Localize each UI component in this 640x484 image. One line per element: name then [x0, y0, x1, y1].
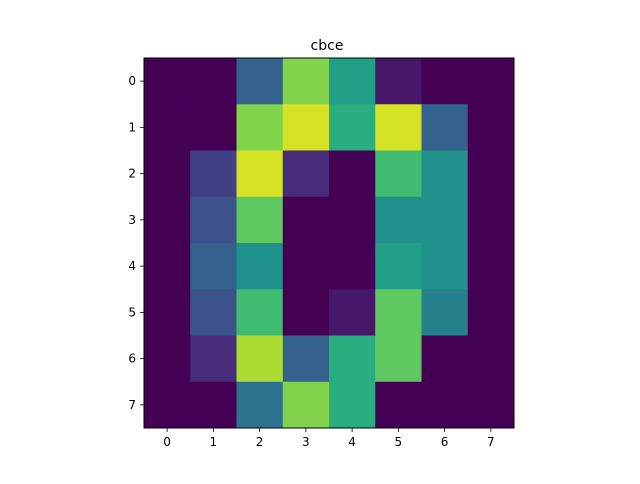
heatmap-cell [421, 58, 469, 105]
heatmap-cell [467, 104, 515, 151]
x-tick-label: 6 [441, 435, 449, 449]
heatmap-cell [329, 104, 376, 151]
heatmap-cell [282, 243, 330, 290]
x-tick-label: 2 [256, 435, 264, 449]
heatmap-cell [421, 150, 469, 198]
heatmap-cell [190, 243, 237, 290]
heatmap-cell [144, 196, 191, 244]
heatmap-cell [236, 104, 284, 151]
heatmap-cell [329, 58, 376, 105]
heatmap-cell [144, 150, 191, 198]
y-tick-label: 7 [128, 398, 136, 412]
heatmap-cell [282, 381, 330, 429]
heatmap-cell [190, 335, 237, 383]
heatmap-cell [190, 58, 237, 105]
x-axis: 0 1 2 3 4 5 6 7 [163, 428, 495, 449]
heatmap-cell [236, 196, 284, 244]
heatmap-cell [329, 150, 376, 198]
heatmap-cell [236, 335, 284, 383]
y-tick-label: 3 [128, 213, 136, 227]
heatmap-cell [421, 196, 469, 244]
heatmap-cell [190, 289, 237, 336]
heatmap-cell [282, 150, 330, 198]
heatmap-cell [190, 196, 237, 244]
heatmap-cell [144, 381, 191, 429]
heatmap-cell [375, 289, 422, 336]
heatmap-cell [236, 150, 284, 198]
y-tick-label: 4 [128, 259, 136, 273]
heatmap-cell [329, 381, 376, 429]
heatmap-cell [421, 243, 469, 290]
x-tick-label: 5 [395, 435, 403, 449]
y-tick-label: 0 [128, 74, 136, 88]
heatmap-cell [375, 335, 422, 383]
y-axis: 0 1 2 3 4 5 6 7 [128, 74, 144, 412]
heatmap-cell [282, 289, 330, 336]
chart-title: cbce [311, 38, 344, 54]
heatmap-cell [144, 335, 191, 383]
x-tick-label: 4 [348, 435, 356, 449]
heatmap-cell [282, 58, 330, 105]
heatmap-cell [329, 335, 376, 383]
axes-frame [143, 57, 515, 429]
heatmap-cell [282, 104, 330, 151]
x-tick-label: 3 [302, 435, 310, 449]
heatmap-cell [190, 381, 237, 429]
heatmap-cell [282, 335, 330, 383]
y-tick-label: 5 [128, 305, 136, 319]
heatmap-cell [190, 150, 237, 198]
heatmap-cell [375, 104, 422, 151]
heatmap-cell [375, 196, 422, 244]
heatmap-cell [467, 243, 515, 290]
heatmap-cell [236, 381, 284, 429]
heatmap-cell [236, 58, 284, 105]
heatmap-cell [144, 58, 191, 105]
heatmap-cell [467, 335, 515, 383]
heatmap-cell [375, 243, 422, 290]
heatmap-cell [282, 196, 330, 244]
x-tick-label: 7 [487, 435, 495, 449]
heatmap-cell [421, 289, 469, 336]
heatmap-cell [329, 243, 376, 290]
y-tick-label: 6 [128, 352, 136, 366]
heatmap-cell [467, 150, 515, 198]
heatmap-cell [375, 381, 422, 429]
x-tick-label: 0 [163, 435, 171, 449]
heatmap-cell [329, 196, 376, 244]
heatmap-cell [236, 243, 284, 290]
heatmap-cell [144, 104, 191, 151]
heatmap-cell [236, 289, 284, 336]
y-tick-label: 1 [128, 120, 136, 134]
heatmap-cell [144, 289, 191, 336]
heatmap-cell [467, 289, 515, 336]
heatmap-cell [144, 243, 191, 290]
x-tick-label: 1 [210, 435, 218, 449]
heatmap-cell [421, 381, 469, 429]
y-tick-label: 2 [128, 167, 136, 181]
heatmap-cell [467, 381, 515, 429]
heatmap-cell [421, 335, 469, 383]
heatmap-cell [190, 104, 237, 151]
heatmap-cell [467, 58, 515, 105]
heatmap-cell [375, 150, 422, 198]
heatmap-cell [467, 196, 515, 244]
heatmap-cell [375, 58, 422, 105]
heatmap-cell [329, 289, 376, 336]
heatmap-cell [421, 104, 469, 151]
heatmap-cells [144, 58, 515, 429]
